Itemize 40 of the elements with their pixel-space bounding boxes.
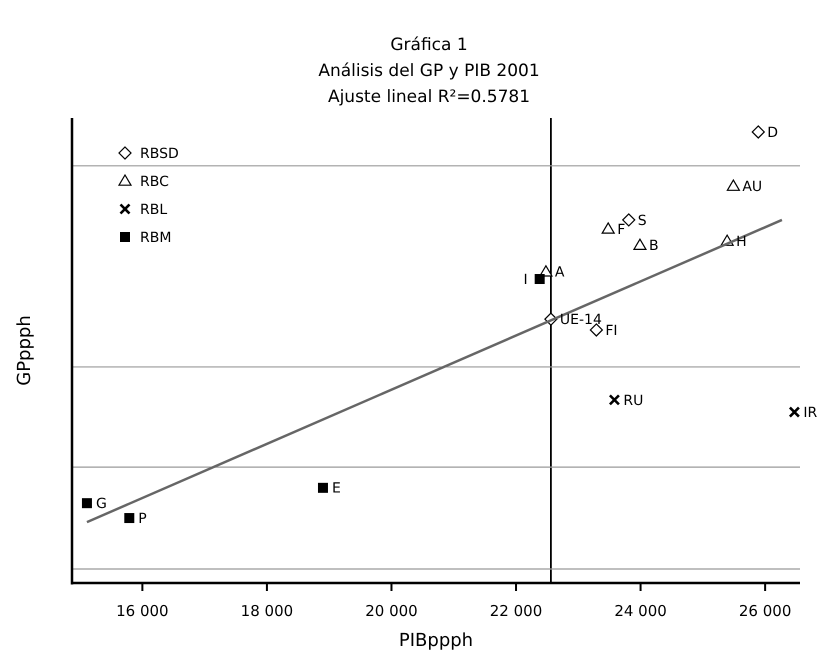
annotation: RU xyxy=(623,392,644,409)
x-tick-label: 22 000 xyxy=(490,602,542,620)
x-tick-label: 20 000 xyxy=(365,602,418,620)
x-tick-label: 16 000 xyxy=(116,602,169,620)
legend-label: RBL xyxy=(140,202,168,218)
legend-label: RBSD xyxy=(140,146,179,162)
annotation: IR xyxy=(803,404,818,421)
annotation: A xyxy=(554,264,565,281)
annotation: I xyxy=(524,272,528,288)
point xyxy=(752,125,765,139)
point xyxy=(788,406,800,418)
annotation: S xyxy=(638,212,647,229)
annotation: FI xyxy=(605,322,618,339)
point xyxy=(633,238,647,250)
annotation: D xyxy=(767,124,778,141)
annotation: G xyxy=(96,496,107,512)
point xyxy=(534,274,545,284)
legend-label: RBM xyxy=(140,230,172,246)
annotation: H xyxy=(736,234,747,250)
point xyxy=(602,222,615,234)
annotation: B xyxy=(648,238,659,254)
annotation: E xyxy=(332,480,341,497)
point xyxy=(318,482,328,493)
legend-label: RBC xyxy=(140,174,170,190)
annotation: F xyxy=(617,222,626,238)
chart-title: Gráfica 1 xyxy=(390,35,468,55)
y-axis-title: GPppph xyxy=(14,315,35,386)
point xyxy=(726,180,740,191)
point xyxy=(608,394,620,406)
x-tick-label: 24 000 xyxy=(614,602,667,620)
point xyxy=(590,323,603,337)
point xyxy=(124,513,134,524)
annotation: P xyxy=(138,510,147,527)
annotation: AU xyxy=(742,179,762,196)
chart-subtitle: Análisis del GP y PIB 2001 Ajuste lineal R²=0.5781 xyxy=(318,61,540,107)
point xyxy=(82,498,92,508)
x-tick-label: 18 000 xyxy=(240,602,294,620)
annotation: UE-14 xyxy=(560,312,602,328)
x-tick-label: 26 000 xyxy=(738,602,792,620)
x-axis-title: PIBppph xyxy=(398,630,474,651)
